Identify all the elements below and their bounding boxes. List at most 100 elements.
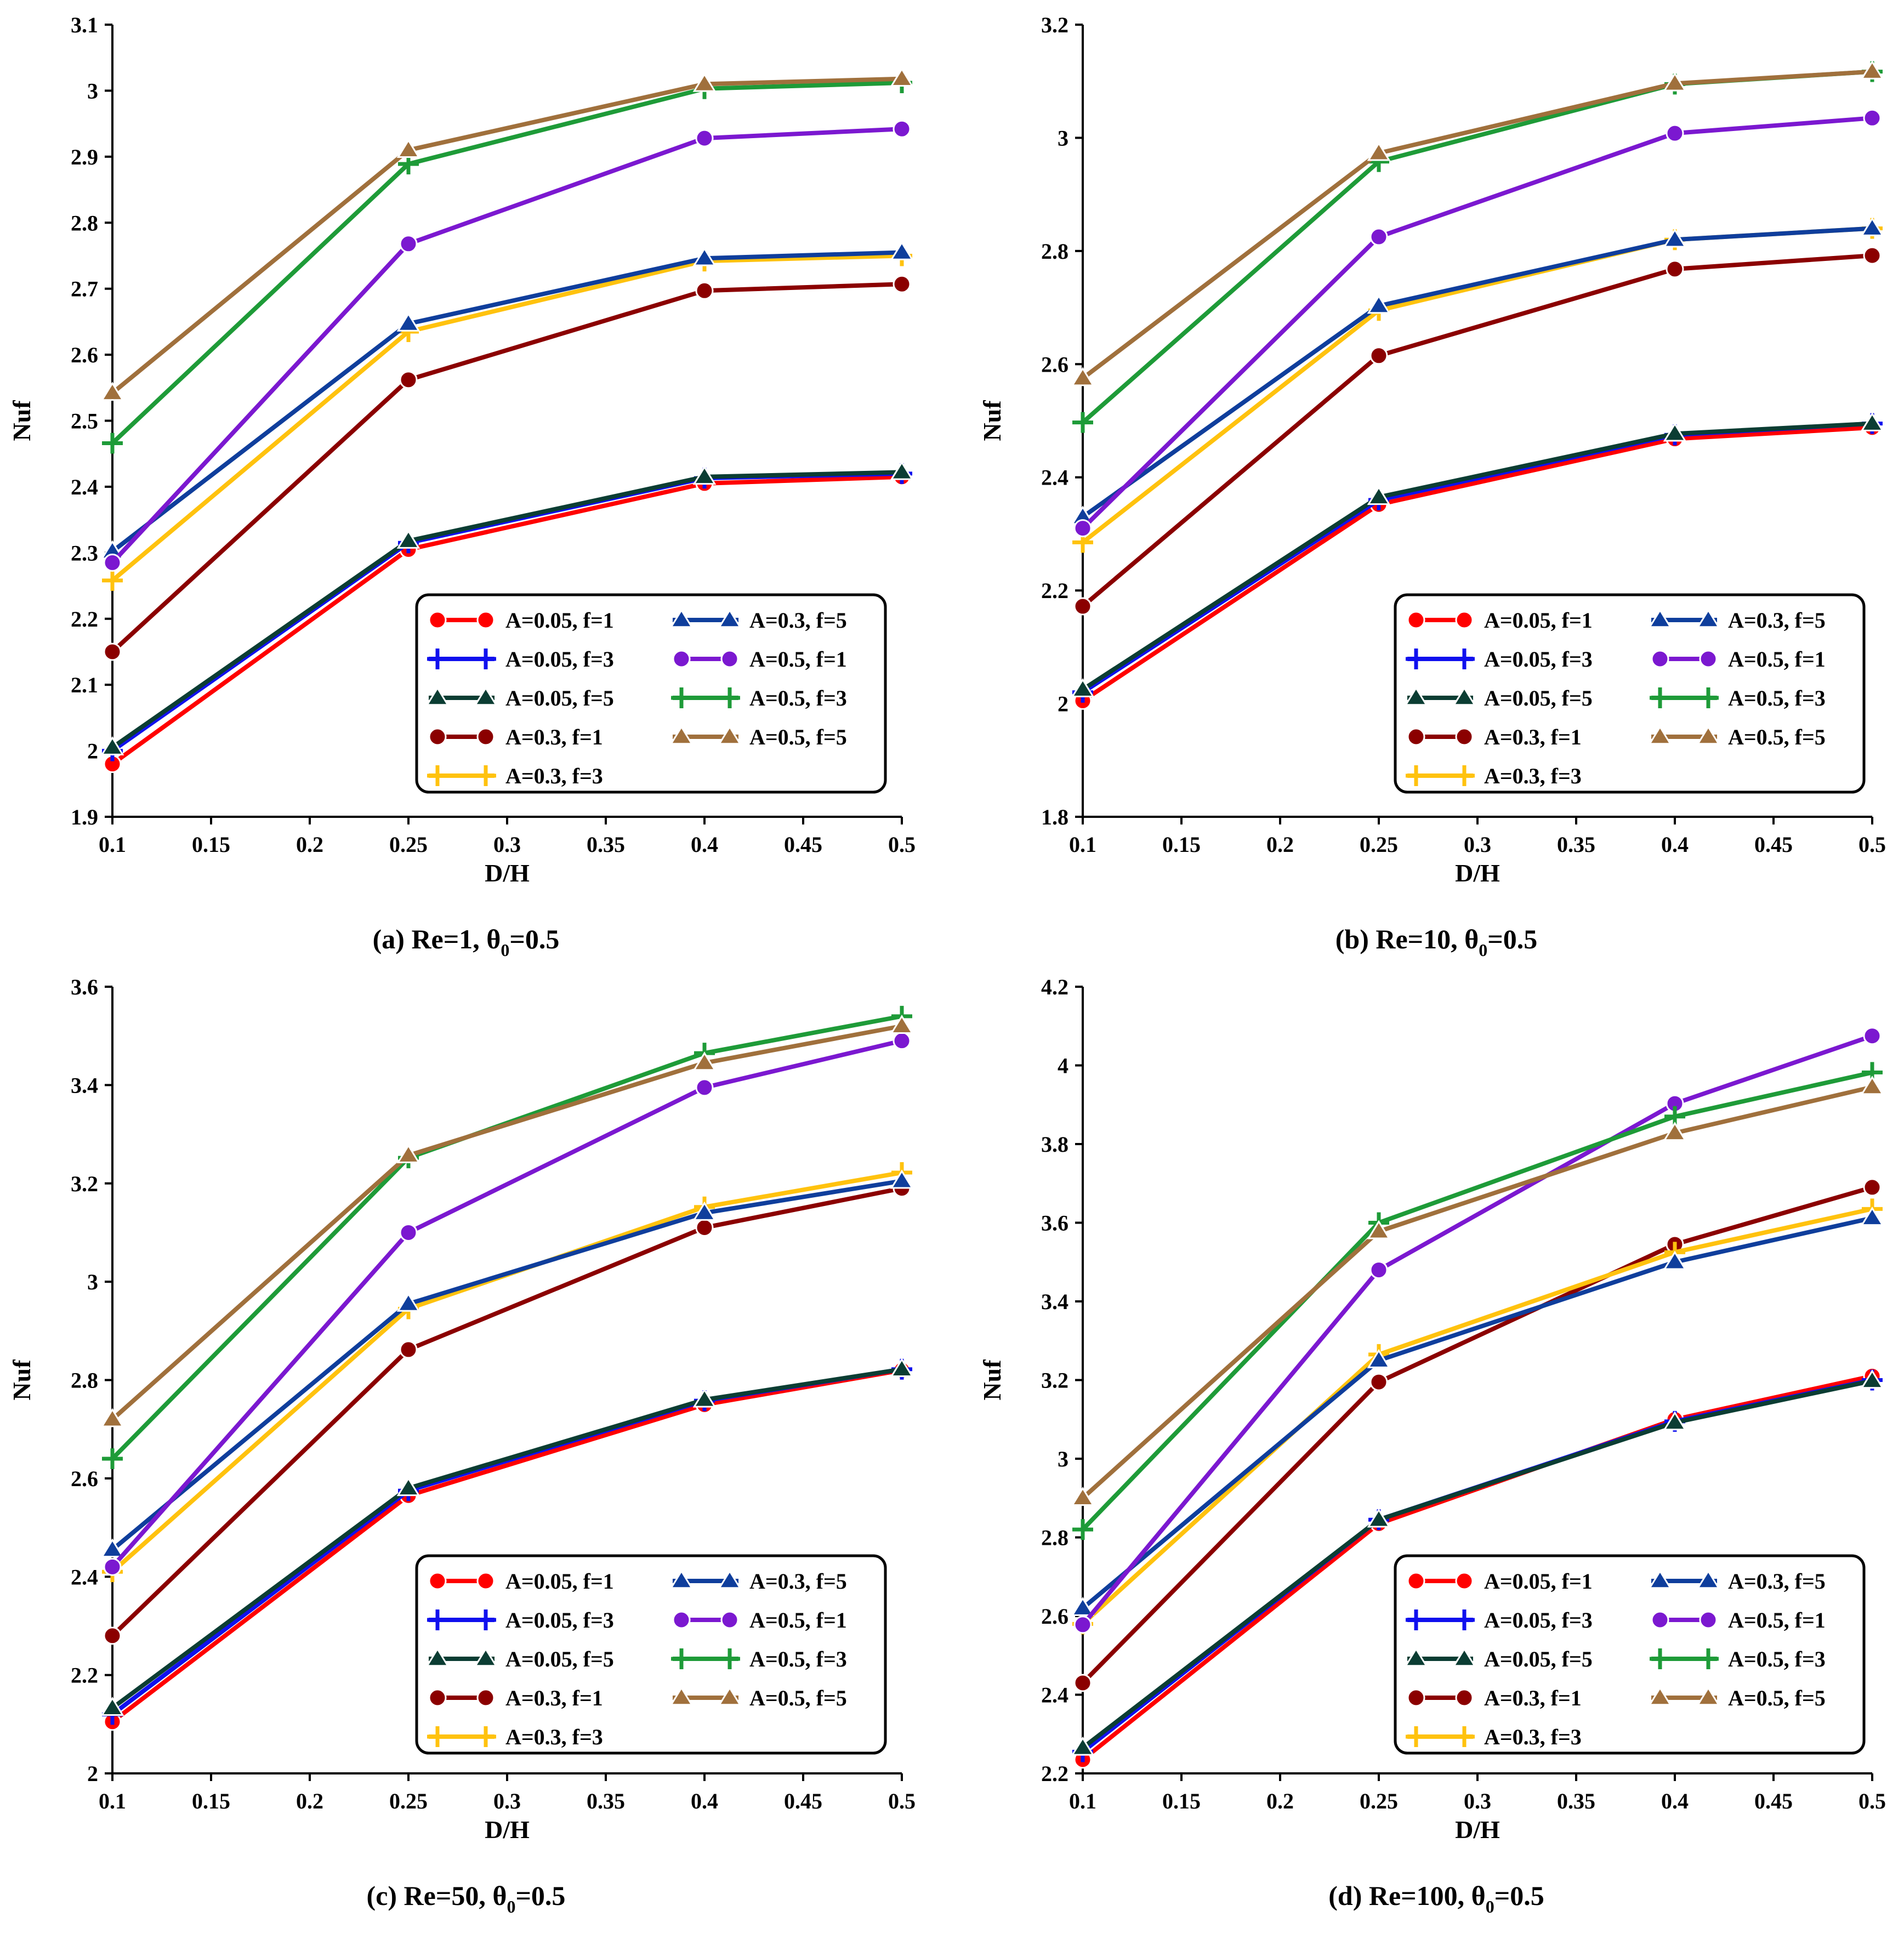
- x-tick-label: 0.1: [99, 832, 126, 857]
- legend-marker: [1648, 1569, 1672, 1589]
- legend-entry: A=0.5, f=1: [672, 1608, 847, 1632]
- data-point: [692, 1201, 717, 1221]
- x-tick-label: 0.45: [784, 832, 822, 857]
- legend-marker: [1454, 1726, 1475, 1747]
- series-line: [1081, 1207, 1873, 1626]
- legend-marker: [428, 1688, 447, 1707]
- legend-marker: [1648, 725, 1672, 745]
- caption-prefix: (c) Re=50, θ: [367, 1880, 507, 1911]
- data-point: [1369, 346, 1388, 365]
- legend-marker: [1406, 1609, 1426, 1630]
- legend-entry: A=0.05, f=5: [1404, 1647, 1593, 1671]
- legend-entry: A=0.3, f=5: [669, 1569, 847, 1594]
- y-tick-label: 2.3: [71, 541, 98, 565]
- legend-marker: [1455, 611, 1474, 629]
- y-axis-label: Nuf: [978, 1360, 1006, 1401]
- series-6: [1073, 1027, 1882, 1634]
- series-line: [1081, 226, 1873, 544]
- legend-marker: [1407, 1572, 1425, 1590]
- chart-panel-3: 2 2.2 2.4 2.6 2.8 3 3.2 3.4 3.6 0.1 0.15 0.2 0.25 0.3…: [8, 975, 916, 1916]
- y-tick-label: 3: [1058, 126, 1068, 150]
- y-tick-label: 2.8: [71, 211, 98, 235]
- legend-label: A=0.05, f=3: [1484, 647, 1593, 672]
- data-point: [1367, 1508, 1391, 1528]
- data-point: [1071, 1736, 1095, 1756]
- data-point: [890, 241, 914, 260]
- legend-entry: A=0.3, f=3: [1406, 1725, 1582, 1749]
- legend-label: A=0.05, f=5: [1484, 1647, 1593, 1671]
- series-line: [111, 1179, 902, 1551]
- legend-marker: [1650, 687, 1670, 708]
- legend-marker: [427, 649, 448, 669]
- y-tick-label: 2.6: [71, 343, 98, 367]
- x-tick-label: 0.2: [296, 1789, 323, 1813]
- y-tick-label: 3: [87, 78, 98, 103]
- data-point: [890, 1358, 914, 1378]
- legend-label: A=0.3, f=5: [749, 608, 847, 633]
- caption-prefix: (d) Re=100, θ: [1328, 1880, 1486, 1911]
- legend-label: A=0.3, f=1: [505, 1686, 603, 1710]
- y-tick-label: 2.9: [71, 145, 98, 169]
- x-tick-label: 0.15: [1162, 832, 1201, 857]
- x-tick-label: 0.4: [1661, 1789, 1689, 1813]
- caption-prefix: (b) Re=10, θ: [1335, 924, 1479, 954]
- data-point: [893, 120, 911, 138]
- legend-marker: [1698, 687, 1719, 708]
- series-line: [111, 1367, 902, 1710]
- legend: A=0.05, f=1 A=0.05, f=3 A=0.05, f=5 A=0.3, …: [1394, 1554, 1866, 1755]
- legend-label: A=0.05, f=1: [1484, 1569, 1593, 1594]
- series-2: [1071, 412, 1884, 698]
- series-6: [103, 120, 911, 572]
- data-point: [1666, 124, 1684, 143]
- y-tick-label: 2.5: [71, 409, 98, 434]
- data-point: [1860, 1369, 1884, 1389]
- legend: A=0.05, f=1 A=0.05, f=3 A=0.05, f=5 A=0.3, …: [415, 593, 887, 794]
- y-tick-label: 2.4: [71, 1565, 98, 1589]
- legend-marker: [1406, 765, 1426, 786]
- y-tick-label: 2.6: [1041, 352, 1068, 377]
- data-point: [100, 1538, 124, 1558]
- legend-marker: [476, 1688, 495, 1707]
- legend-marker: [720, 1611, 739, 1629]
- legend-entry: A=0.3, f=1: [1407, 725, 1582, 749]
- y-tick-label: 2.4: [1041, 1683, 1068, 1708]
- legend-entry: A=0.3, f=3: [427, 1725, 603, 1749]
- legend-entry: A=0.05, f=1: [1407, 608, 1593, 633]
- legend-marker: [669, 608, 694, 628]
- legend: A=0.05, f=1 A=0.05, f=3 A=0.05, f=5 A=0.3, …: [1394, 593, 1866, 794]
- legend-entry: A=0.5, f=1: [672, 647, 847, 672]
- legend-label: A=0.5, f=3: [1728, 1647, 1826, 1671]
- y-tick-label: 3.6: [1041, 1211, 1068, 1236]
- data-point: [399, 235, 418, 253]
- legend-label: A=0.05, f=5: [505, 1647, 614, 1671]
- data-point: [1663, 1250, 1687, 1270]
- data-point: [103, 553, 122, 572]
- series-5: [100, 241, 914, 560]
- legend-marker: [427, 1726, 448, 1747]
- legend-label: A=0.5, f=5: [749, 725, 847, 749]
- y-tick-label: 3.4: [71, 1073, 98, 1097]
- series-line: [111, 80, 902, 445]
- legend-label: A=0.5, f=3: [1728, 686, 1826, 710]
- data-point: [1369, 1261, 1388, 1279]
- x-tick-label: 0.3: [1464, 832, 1491, 857]
- legend-label: A=0.3, f=1: [1484, 1686, 1582, 1710]
- series-7: [102, 1005, 912, 1469]
- x-tick-label: 0.2: [296, 832, 323, 857]
- caption-suffix: =0.5: [515, 1880, 565, 1911]
- y-axis-label: Nuf: [8, 1360, 36, 1401]
- x-tick-label: 0.1: [99, 1789, 126, 1813]
- data-point: [396, 1477, 420, 1497]
- data-point: [1071, 1596, 1095, 1616]
- legend-marker: [425, 1647, 450, 1667]
- series-7: [1072, 61, 1883, 433]
- legend-marker: [1651, 650, 1669, 668]
- data-point: [1073, 519, 1092, 538]
- data-point: [1860, 1207, 1884, 1226]
- legend-marker: [428, 1572, 447, 1590]
- x-tick-label: 0.5: [888, 1789, 916, 1813]
- legend-entry: A=0.3, f=5: [669, 608, 847, 633]
- series-line: [111, 253, 902, 582]
- legend-entry: A=0.5, f=1: [1651, 647, 1826, 672]
- legend-marker: [1698, 1648, 1719, 1669]
